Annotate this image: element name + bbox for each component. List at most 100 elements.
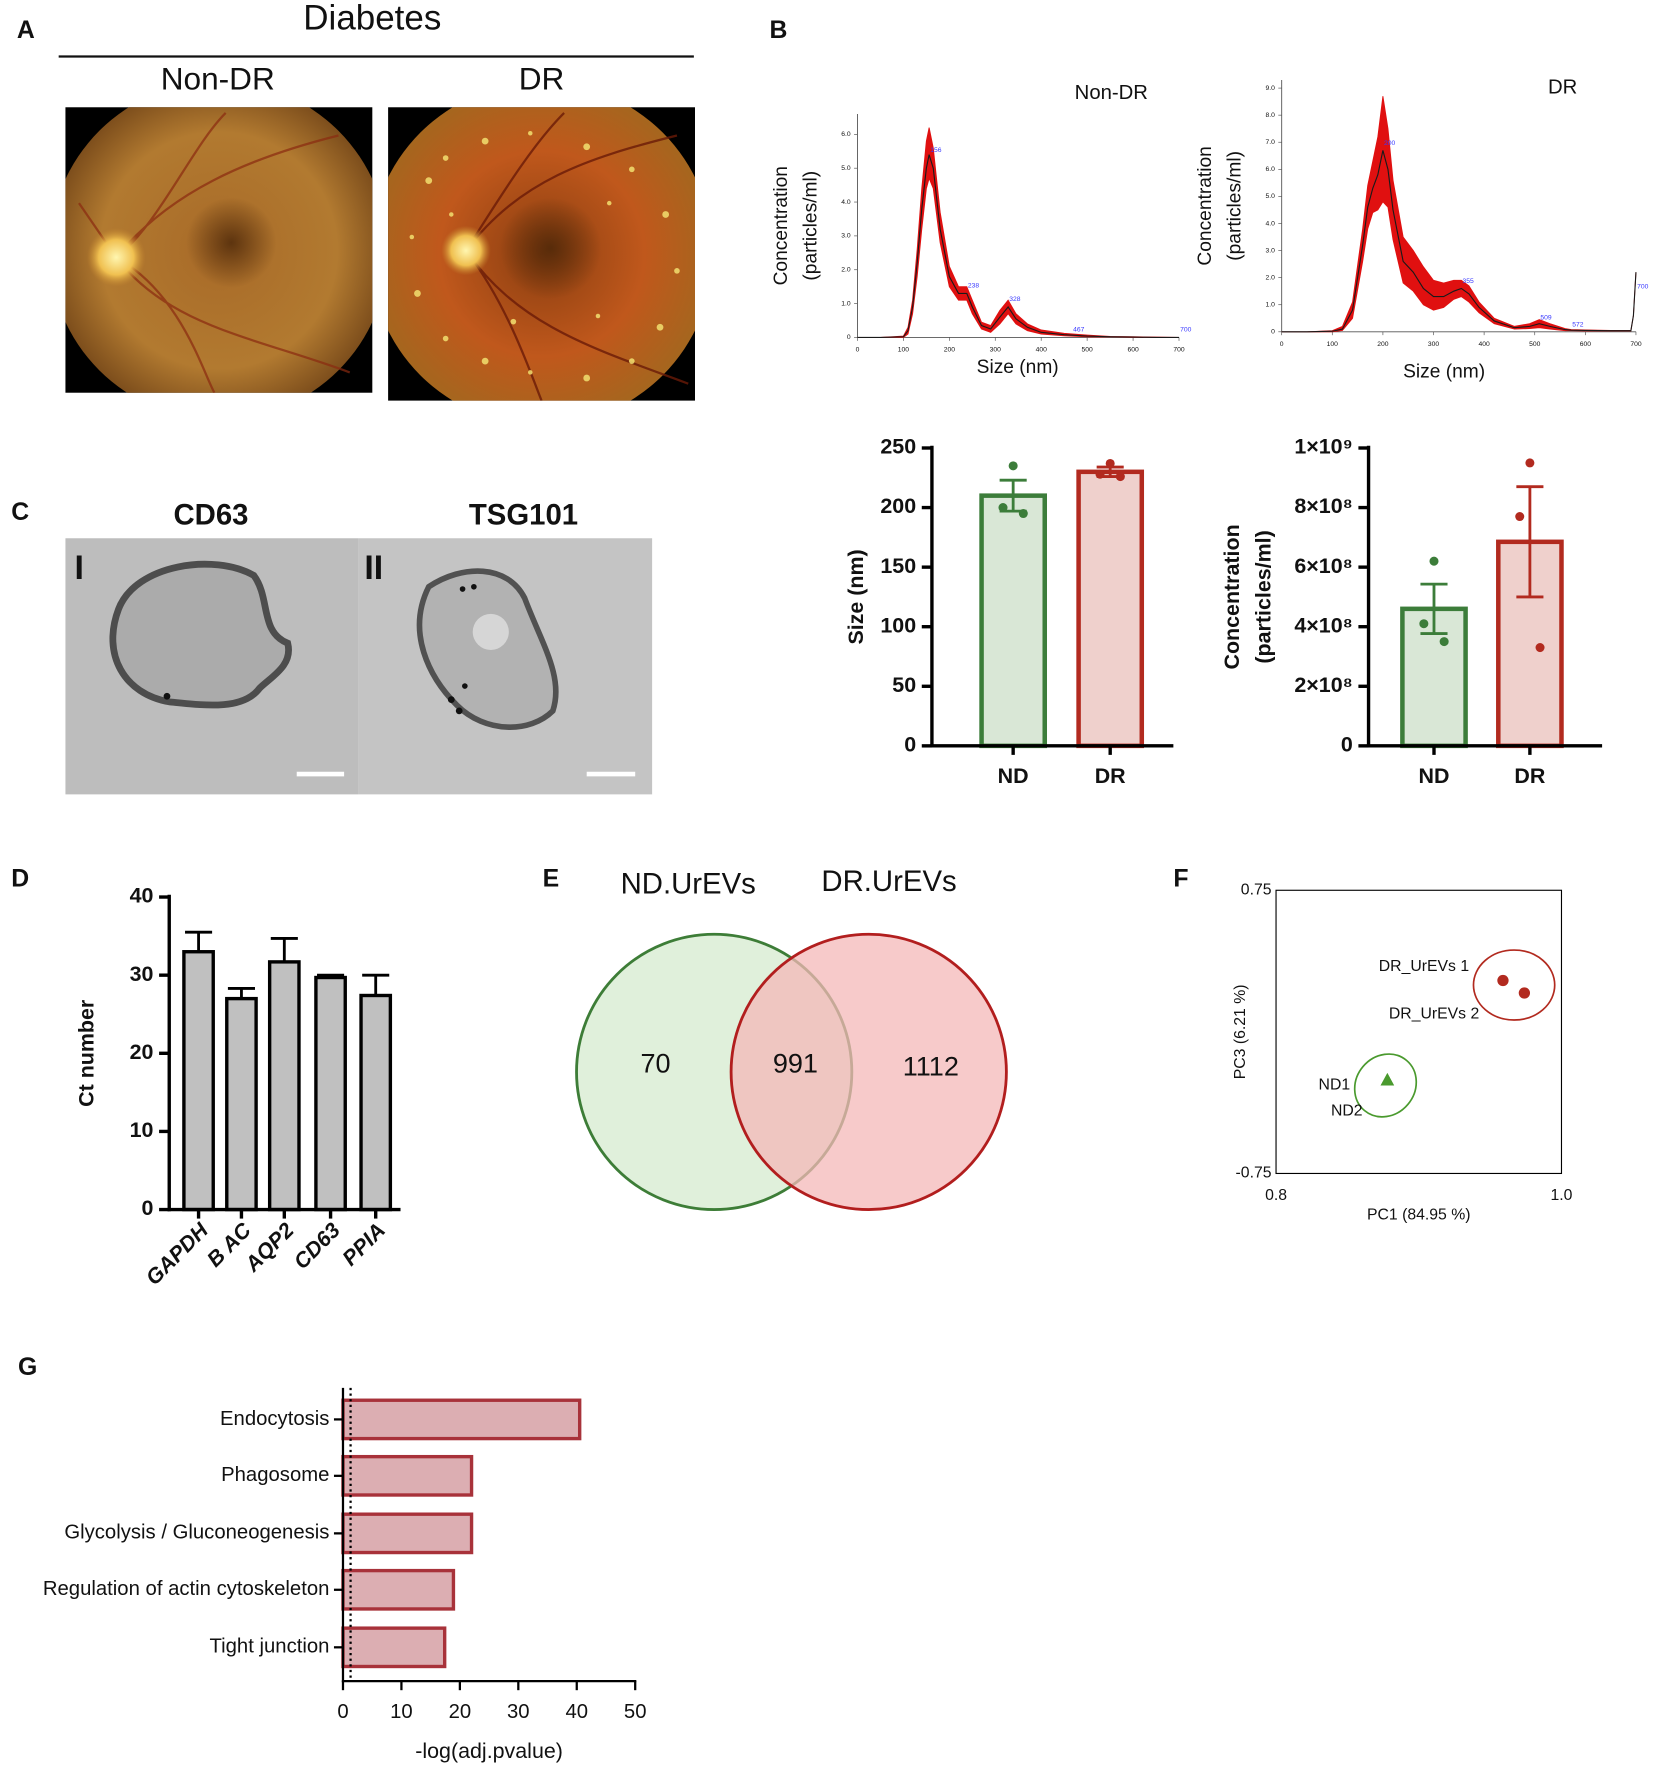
data-point <box>1380 1073 1395 1086</box>
x-tick-label: 100 <box>898 347 910 354</box>
data-point <box>1095 469 1105 479</box>
y-axis-label: Concentration <box>1220 524 1244 669</box>
x-tick-label: DR <box>1514 764 1545 788</box>
data-point <box>1419 619 1429 629</box>
y-tick-label: 250 <box>880 435 916 459</box>
y-tick-label: Tight junction <box>209 1636 329 1658</box>
mean-line <box>857 154 1180 338</box>
y-tick-label: 0 <box>142 1196 154 1220</box>
peak-label: 328 <box>1009 296 1021 303</box>
y-tick-label: 200 <box>880 494 916 518</box>
y-tick-label: 0 <box>904 733 916 757</box>
error-bar <box>317 973 345 978</box>
bar <box>182 950 215 1212</box>
panel-label: C <box>11 499 29 526</box>
fundus-image <box>65 107 373 393</box>
x-axis-label: -log(adj.pvalue) <box>415 1739 563 1763</box>
y-tick-label: 2×10⁸ <box>1294 673 1352 697</box>
chart-title: Non-DR <box>1075 82 1148 104</box>
data-point <box>1518 987 1531 999</box>
error-bar <box>1420 582 1448 635</box>
x-tick-label: 700 <box>1630 341 1642 348</box>
plot-frame <box>1275 889 1563 1175</box>
y-tick-label: 1×10⁹ <box>1294 435 1352 459</box>
x-tick-label: 0 <box>1280 341 1284 348</box>
y-tick-label: 0 <box>1341 733 1353 757</box>
y-tick-label: Endocytosis <box>220 1408 329 1430</box>
x-axis-label: PC1 (84.95 %) <box>1367 1206 1471 1223</box>
bar <box>341 1512 474 1555</box>
x-tick-label: 500 <box>1082 347 1094 354</box>
y-tick-label: 6.0 <box>1266 166 1276 173</box>
data-point <box>1525 458 1535 468</box>
y-tick-label: 0.75 <box>1241 881 1272 898</box>
y-tick-label: 4.0 <box>1266 220 1276 227</box>
panel-label: B <box>769 17 787 44</box>
panel-label: E <box>543 866 560 893</box>
chart-title: DR <box>1548 76 1577 98</box>
x-tick-label: AQP2 <box>240 1218 299 1277</box>
data-point <box>1008 461 1018 471</box>
point-label: ND2 <box>1331 1103 1363 1120</box>
error-band <box>857 127 1180 338</box>
data-point <box>1535 643 1545 653</box>
x-axis-label: Size (nm) <box>977 357 1059 378</box>
panel-label: A <box>17 17 35 44</box>
error-bar <box>362 973 390 996</box>
x-tick-label: 0 <box>337 1701 348 1723</box>
y-tick-label: Regulation of actin cytoskeleton <box>43 1578 330 1600</box>
x-tick-label: 30 <box>507 1701 530 1723</box>
y-tick-label: 2.0 <box>841 267 851 274</box>
bar <box>225 996 258 1212</box>
x-tick-label: 500 <box>1529 341 1541 348</box>
y-tick-label: 4×10⁸ <box>1294 613 1352 637</box>
y-axis-label: (particles/ml) <box>1224 151 1245 261</box>
error-bar <box>270 937 298 962</box>
y-tick-label: 0 <box>1271 329 1275 336</box>
y-tick-label: 9.0 <box>1266 85 1276 92</box>
peak-label: 700 <box>1637 283 1649 290</box>
x-tick-label: 1.0 <box>1551 1187 1573 1204</box>
y-tick-label: 5.0 <box>841 165 851 172</box>
peak-label: 200 <box>1384 140 1396 147</box>
x-tick-label: 0 <box>856 347 860 354</box>
data-point <box>998 503 1008 513</box>
peak-label: 156 <box>930 147 942 154</box>
data-point <box>1105 458 1115 469</box>
y-tick-label: 30 <box>130 962 154 986</box>
peak-label: 572 <box>1572 321 1584 328</box>
bar <box>341 1454 474 1497</box>
x-tick-label: ND <box>998 764 1029 788</box>
y-tick-label: 7.0 <box>1266 139 1276 146</box>
peak-label: 355 <box>1462 278 1474 285</box>
y-axis-label: (particles/ml) <box>800 171 821 281</box>
x-tick-label: CD63 <box>289 1218 345 1274</box>
y-tick-label: Glycolysis / Gluconeogenesis <box>64 1522 329 1544</box>
y-axis-label: (particles/ml) <box>1251 530 1275 663</box>
bar <box>341 1626 447 1669</box>
x-tick-label: 40 <box>565 1701 588 1723</box>
image-label: DR <box>519 61 565 97</box>
venn-count: 70 <box>640 1047 670 1078</box>
y-tick-label: 150 <box>880 554 916 578</box>
y-tick-label: 8.0 <box>1266 112 1276 119</box>
group-title: Diabetes <box>303 0 441 38</box>
y-tick-label: 1.0 <box>841 300 851 307</box>
peak-label: 700 <box>1180 326 1192 333</box>
venn-set <box>729 932 1008 1211</box>
bar <box>314 975 347 1212</box>
x-tick-label: 200 <box>1377 341 1389 348</box>
y-tick-label: 1.0 <box>1266 301 1276 308</box>
panel-label: G <box>18 1354 37 1381</box>
error-band <box>1281 96 1637 333</box>
x-tick-label: 300 <box>990 347 1002 354</box>
image-label: CD63 <box>173 499 248 532</box>
error-bar <box>185 930 213 952</box>
y-tick-label: -0.75 <box>1236 1165 1272 1182</box>
data-point <box>1439 637 1449 647</box>
error-bar <box>1516 485 1544 599</box>
group-ellipse <box>1353 1053 1418 1118</box>
group-ellipse <box>1472 949 1556 1021</box>
bar <box>341 1568 456 1611</box>
